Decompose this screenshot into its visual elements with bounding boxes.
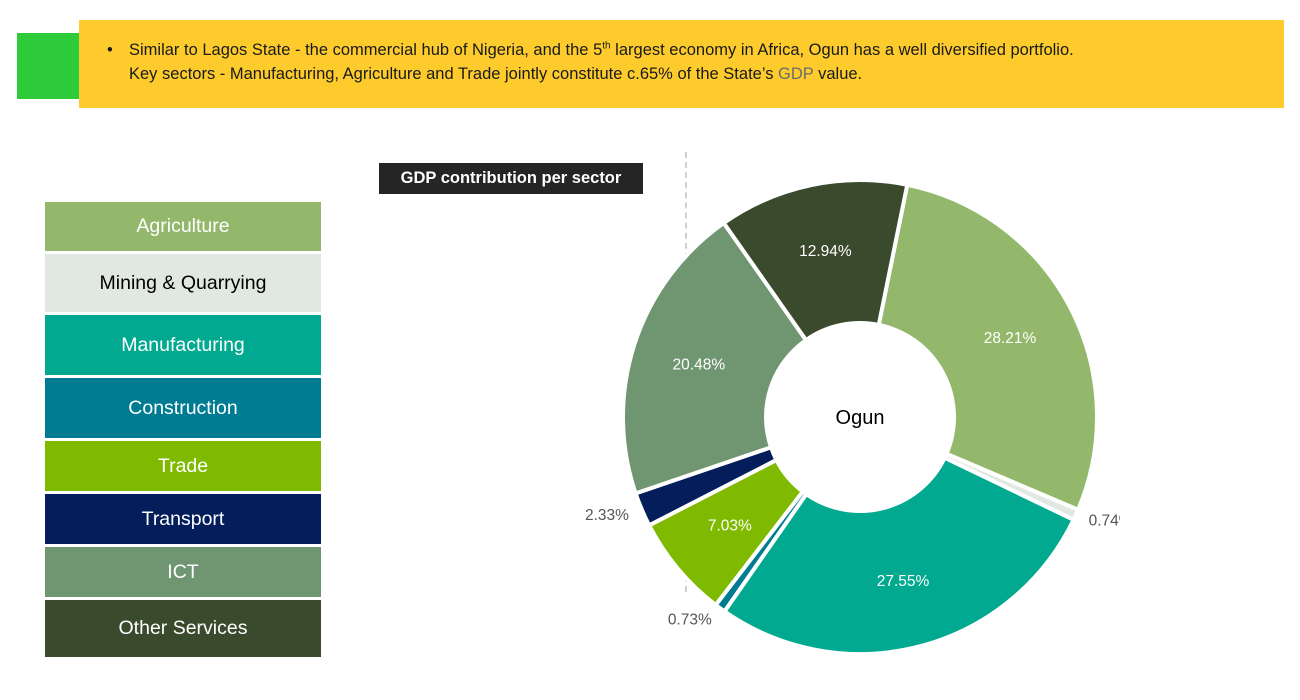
summary-banner: • Similar to Lagos State - the commercia… xyxy=(79,20,1284,108)
legend-item-construction: Construction xyxy=(45,378,321,441)
summary-line1-sup: th xyxy=(602,40,611,52)
data-label-transport: 2.33% xyxy=(585,507,629,524)
summary-line2-start: Key sectors - Manufacturing, Agriculture… xyxy=(129,65,774,83)
summary-text: Similar to Lagos State - the commercial … xyxy=(129,38,1264,86)
sector-legend: Agriculture Mining & Quarrying Manufacturi… xyxy=(45,202,321,660)
slice-ict xyxy=(621,220,809,496)
donut-center-label: Ogun xyxy=(836,407,885,429)
summary-line2-end: value. xyxy=(818,65,863,83)
summary-gdp-word: GDP xyxy=(778,65,814,83)
chart-title: GDP contribution per sector xyxy=(379,163,643,194)
legend-item-ict: ICT xyxy=(45,547,321,600)
legend-item-trade: Trade xyxy=(45,441,321,494)
gdp-donut-chart: 28.21% 0.74% 27.55% 0.73% 7.03% 2.33% 20.48% 12… xyxy=(585,178,1120,656)
bullet-marker: • xyxy=(107,41,113,59)
data-label-other-services: 12.94% xyxy=(799,243,852,260)
slice-agriculture xyxy=(876,182,1099,513)
data-label-construction: 0.73% xyxy=(668,612,712,629)
data-label-trade: 7.03% xyxy=(708,518,752,535)
accent-block xyxy=(17,33,81,99)
data-label-mining-and-quarrying: 0.74% xyxy=(1089,513,1120,530)
data-label-agriculture: 28.21% xyxy=(984,330,1037,347)
data-label-manufacturing: 27.55% xyxy=(877,573,930,590)
slice-manufacturing xyxy=(721,455,1077,656)
legend-item-mining-and-quarrying: Mining & Quarrying xyxy=(45,254,321,315)
legend-item-other-services: Other Services xyxy=(45,600,321,660)
legend-item-transport: Transport xyxy=(45,494,321,547)
summary-line1-end: largest economy in Africa, Ogun has a we… xyxy=(610,41,1074,59)
legend-item-agriculture: Agriculture xyxy=(45,202,321,254)
slice-other-services xyxy=(721,178,910,343)
summary-line1-start: Similar to Lagos State - the commercial … xyxy=(129,41,603,59)
legend-item-manufacturing: Manufacturing xyxy=(45,315,321,378)
data-label-ict: 20.48% xyxy=(673,356,726,373)
